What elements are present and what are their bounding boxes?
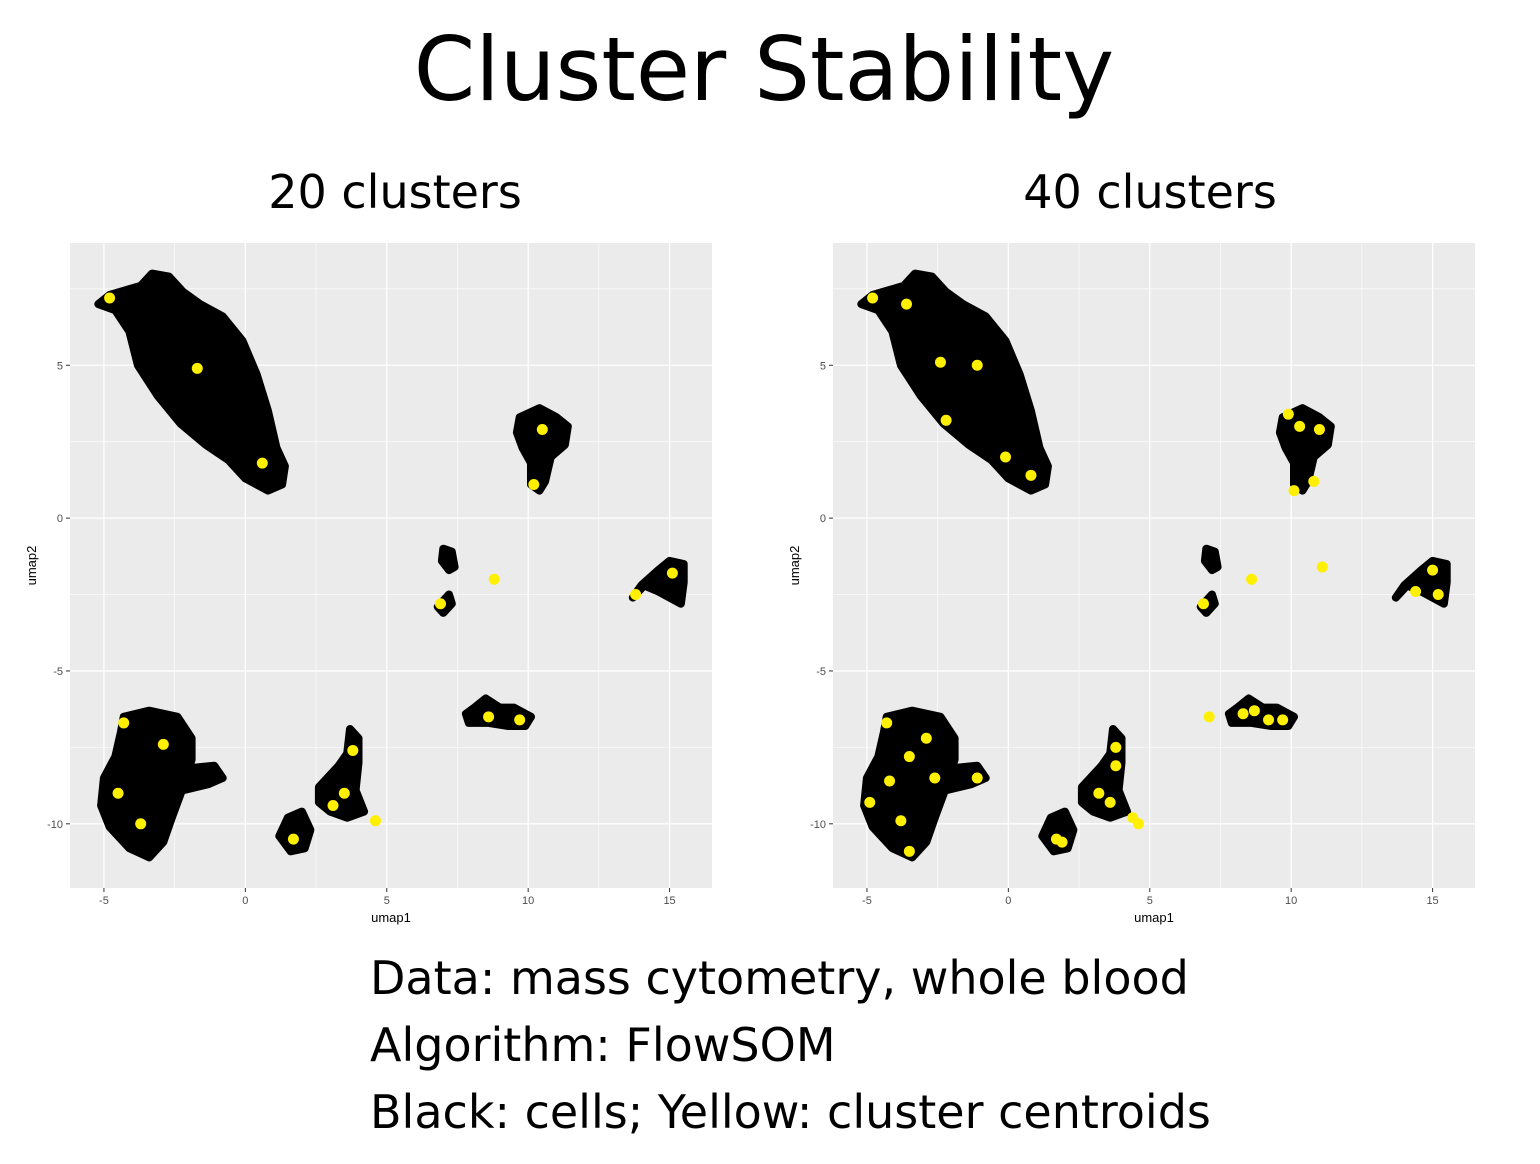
cell-cluster-9 [275, 807, 315, 856]
panel-title-20-clusters: 20 clusters [268, 165, 522, 219]
caption-line-algorithm: Algorithm: FlowSOM [370, 1018, 836, 1072]
centroid-point-21 [1263, 714, 1275, 726]
centroid-point-18 [369, 815, 381, 827]
cell-cluster-0 [857, 269, 1052, 495]
centroid-point-27 [929, 772, 941, 784]
centroid-point-9 [483, 711, 495, 723]
centroid-point-12 [1246, 573, 1258, 585]
y-tick-label: -10 [810, 819, 826, 831]
cell-cluster-2 [179, 761, 227, 795]
cell-cluster-5 [437, 544, 459, 575]
x-axis-label: umap1 [371, 910, 411, 925]
centroid-point-19 [1237, 708, 1249, 720]
cell-cluster-1 [97, 706, 196, 862]
centroid-point-17 [1432, 589, 1444, 601]
centroid-point-4 [528, 478, 540, 490]
cell-cluster-5 [1200, 544, 1222, 575]
umap-plot-40-clusters: -5 0 5 10 15 -10 -5 0 5 umap1 umap2 [787, 243, 1475, 925]
centroid-point-8 [666, 567, 678, 579]
centroid-point-32 [1110, 741, 1122, 753]
caption-line-data: Data: mass cytometry, whole blood [370, 951, 1189, 1005]
centroid-point-26 [884, 775, 896, 787]
x-tick-label: 5 [384, 895, 390, 907]
y-tick-label: 0 [57, 513, 63, 525]
centroid-point-20 [1248, 705, 1260, 717]
centroid-point-39 [1056, 836, 1068, 848]
centroid-point-11 [1288, 485, 1300, 497]
centroid-point-9 [1313, 423, 1325, 435]
centroid-point-3 [971, 359, 983, 371]
centroid-point-5 [488, 573, 500, 585]
y-tick-label: 5 [820, 360, 826, 372]
cell-cluster-1 [860, 706, 959, 862]
y-tick-label: 0 [820, 513, 826, 525]
centroid-point-24 [903, 751, 915, 763]
centroid-point-4 [940, 414, 952, 426]
centroid-point-33 [1110, 760, 1122, 772]
y-axis-label: umap2 [24, 546, 39, 586]
centroid-point-0 [104, 292, 116, 304]
x-tick-label: 10 [1285, 895, 1297, 907]
x-tick-label: 0 [1005, 895, 1011, 907]
centroid-point-1 [191, 362, 203, 374]
y-tick-label: -5 [53, 666, 63, 678]
x-tick-label: 15 [1426, 895, 1438, 907]
caption-line-legend: Black: cells; Yellow: cluster centroids [370, 1085, 1211, 1139]
centroid-point-11 [118, 717, 130, 729]
centroid-point-28 [864, 796, 876, 808]
y-tick-label: -5 [816, 666, 826, 678]
centroid-point-14 [135, 818, 147, 830]
x-tick-label: 5 [1147, 895, 1153, 907]
centroid-point-19 [287, 833, 299, 845]
centroid-point-5 [1000, 451, 1012, 463]
centroid-point-6 [434, 598, 446, 610]
centroid-point-8 [1294, 420, 1306, 432]
caption: Data: mass cytometry, whole blood Algori… [370, 945, 1211, 1146]
centroid-point-14 [1197, 598, 1209, 610]
x-tick-label: 10 [522, 895, 534, 907]
centroid-point-22 [1277, 714, 1289, 726]
centroid-point-31 [971, 772, 983, 784]
panel-title-40-clusters: 40 clusters [1023, 165, 1277, 219]
x-axis-label: umap1 [1134, 910, 1174, 925]
centroid-point-2 [256, 457, 268, 469]
centroid-point-29 [895, 815, 907, 827]
centroid-point-13 [112, 787, 124, 799]
centroid-point-18 [1203, 711, 1215, 723]
x-tick-label: -5 [99, 895, 109, 907]
y-tick-label: -10 [47, 819, 63, 831]
y-axis-label: umap2 [787, 546, 802, 586]
umap-plot-20-clusters: -5 0 5 10 15 -10 -5 0 5 umap1 umap2 [24, 243, 712, 925]
centroid-point-37 [1132, 818, 1144, 830]
centroid-point-13 [1316, 561, 1328, 573]
centroid-point-7 [1282, 408, 1294, 420]
centroid-point-34 [1093, 787, 1105, 799]
y-tick-label: 5 [57, 360, 63, 372]
x-tick-label: 15 [663, 895, 675, 907]
centroid-point-15 [347, 744, 359, 756]
centroid-point-0 [867, 292, 879, 304]
centroid-point-23 [881, 717, 893, 729]
centroid-point-16 [1427, 564, 1439, 576]
centroid-point-17 [327, 799, 339, 811]
centroid-point-10 [1308, 475, 1320, 487]
x-tick-label: -5 [862, 895, 872, 907]
cell-cluster-3 [512, 404, 572, 495]
centroid-point-3 [536, 423, 548, 435]
centroid-point-1 [901, 298, 913, 310]
centroid-point-35 [1104, 796, 1116, 808]
centroid-point-7 [630, 589, 642, 601]
x-tick-label: 0 [242, 895, 248, 907]
cell-cluster-0 [94, 269, 289, 495]
centroid-point-12 [157, 738, 169, 750]
centroid-point-10 [514, 714, 526, 726]
centroid-point-16 [338, 787, 350, 799]
centroid-point-2 [934, 356, 946, 368]
centroid-point-15 [1410, 585, 1422, 597]
centroid-point-30 [903, 845, 915, 857]
slide-title: Cluster Stability [413, 18, 1115, 121]
centroid-point-25 [920, 732, 932, 744]
centroid-point-6 [1025, 469, 1037, 481]
